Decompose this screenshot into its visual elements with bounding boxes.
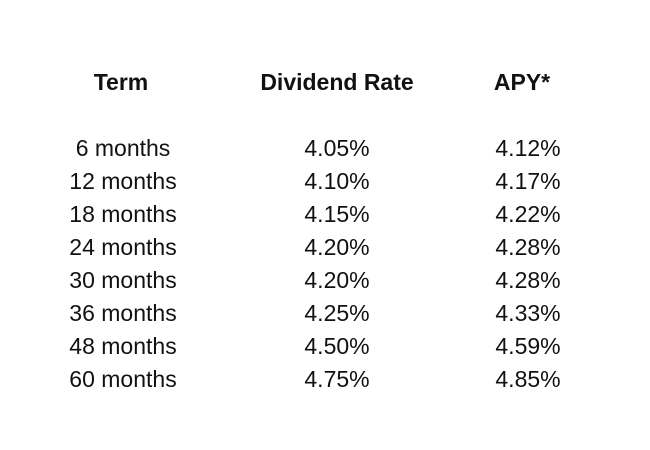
dividend-rate-cell: 4.20% — [304, 267, 370, 293]
table-row: 6 months 4.05% 4.12% — [0, 132, 650, 165]
dividend-rate-cell: 4.15% — [304, 201, 370, 227]
term-cell: 48 months — [69, 333, 177, 359]
dividend-rate-cell: 4.75% — [304, 366, 370, 392]
table-row: 36 months 4.25% 4.33% — [0, 297, 650, 330]
dividend-rate-cell: 4.05% — [304, 135, 370, 161]
term-cell: 60 months — [69, 366, 177, 392]
apy-cell: 4.28% — [495, 234, 561, 260]
term-cell: 6 months — [75, 135, 171, 161]
apy-cell: 4.85% — [495, 366, 561, 392]
apy-cell: 4.17% — [495, 168, 561, 194]
header-row: Term Dividend Rate APY* — [0, 66, 650, 98]
table-row: 24 months 4.20% 4.28% — [0, 231, 650, 264]
term-cell: 30 months — [69, 267, 177, 293]
header-apy: APY* — [493, 69, 551, 95]
table-row: 60 months 4.75% 4.85% — [0, 363, 650, 396]
apy-cell: 4.59% — [495, 333, 561, 359]
dividend-rate-cell: 4.25% — [304, 300, 370, 326]
table-row: 18 months 4.15% 4.22% — [0, 198, 650, 231]
term-cell: 36 months — [69, 300, 177, 326]
table-body: 6 months 4.05% 4.12% 12 months 4.10% 4.1… — [0, 132, 650, 396]
apy-cell: 4.22% — [495, 201, 561, 227]
header-dividend-rate: Dividend Rate — [260, 69, 414, 95]
apy-cell: 4.28% — [495, 267, 561, 293]
term-cell: 24 months — [69, 234, 177, 260]
table-row: 12 months 4.10% 4.17% — [0, 165, 650, 198]
term-cell: 18 months — [69, 201, 177, 227]
dividend-rate-cell: 4.20% — [304, 234, 370, 260]
header-term: Term — [93, 69, 149, 95]
term-cell: 12 months — [69, 168, 177, 194]
apy-cell: 4.33% — [495, 300, 561, 326]
table-row: 30 months 4.20% 4.28% — [0, 264, 650, 297]
table-row: 48 months 4.50% 4.59% — [0, 330, 650, 363]
apy-cell: 4.12% — [495, 135, 561, 161]
dividend-rate-cell: 4.50% — [304, 333, 370, 359]
dividend-rate-cell: 4.10% — [304, 168, 370, 194]
